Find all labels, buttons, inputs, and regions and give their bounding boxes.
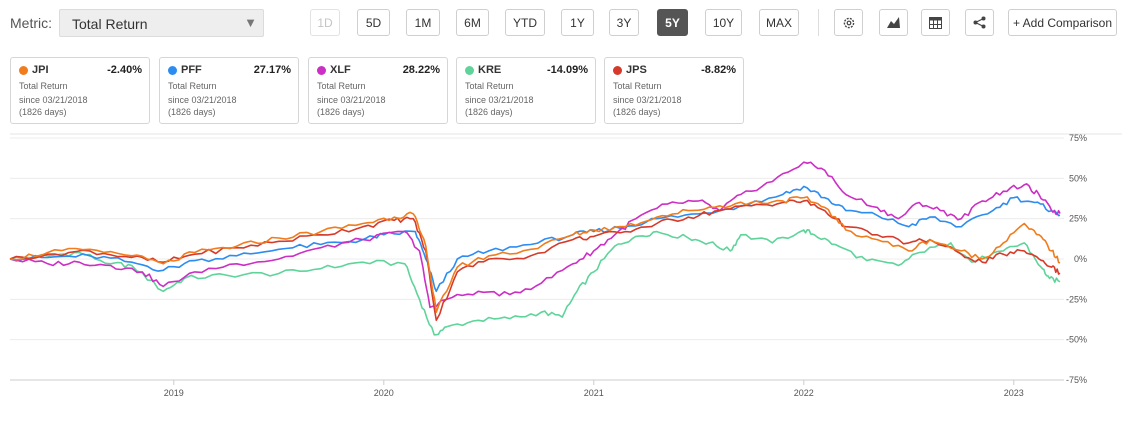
range-button-5y[interactable]: 5Y <box>657 9 688 36</box>
toolbar-separator <box>818 9 819 36</box>
ticker-metric: Total Return <box>317 81 366 91</box>
x-tick-label: 2020 <box>374 388 394 398</box>
ticker-since: since 03/21/2018 <box>168 95 237 105</box>
metric-label: Metric: <box>10 15 52 31</box>
range-button-5d[interactable]: 5D <box>357 9 390 36</box>
ticker-metric: Total Return <box>19 81 68 91</box>
range-button-1m[interactable]: 1M <box>406 9 440 36</box>
metric-select[interactable]: Total Return ▼ <box>59 9 264 37</box>
ticker-days: (1826 days) <box>613 107 661 117</box>
ticker-metric: Total Return <box>613 81 662 91</box>
range-button-max[interactable]: MAX <box>759 9 799 36</box>
series-line-jpi <box>9 196 1061 313</box>
range-button-6m[interactable]: 6M <box>456 9 489 36</box>
mountain-chart-button[interactable] <box>879 9 908 36</box>
series-color-dot <box>613 66 622 75</box>
series-color-dot <box>19 66 28 75</box>
share-button[interactable] <box>965 9 994 36</box>
series-color-dot <box>317 66 326 75</box>
x-tick-label: 2021 <box>584 388 604 398</box>
ticker-metric: Total Return <box>168 81 217 91</box>
add-comparison-button[interactable]: + Add Comparison <box>1008 9 1117 36</box>
ticker-symbol: JPI <box>32 64 49 76</box>
series-color-dot <box>168 66 177 75</box>
ticker-since: since 03/21/2018 <box>613 95 682 105</box>
ticker-change: 27.17% <box>253 64 291 76</box>
range-button-3y[interactable]: 3Y <box>609 9 639 36</box>
gear-icon <box>843 17 854 28</box>
caret-down-icon: ▼ <box>244 15 257 30</box>
table-icon <box>929 16 942 29</box>
table-button[interactable] <box>921 9 950 36</box>
x-tick-label: 2023 <box>1004 388 1024 398</box>
range-button-1y[interactable]: 1Y <box>561 9 594 36</box>
ticker-since: since 03/21/2018 <box>317 95 386 105</box>
ticker-symbol: KRE <box>478 64 502 76</box>
x-tick-label: 2022 <box>794 388 814 398</box>
x-tick-label: 2019 <box>164 388 184 398</box>
series-line-pff <box>9 185 1061 293</box>
settings-button[interactable] <box>834 9 863 36</box>
range-button-ytd[interactable]: YTD <box>505 9 545 36</box>
ticker-card-pff[interactable]: PFF 27.17% Total Return since 03/21/2018… <box>159 57 299 124</box>
mountain-chart-icon <box>887 17 900 28</box>
share-icon <box>973 16 986 29</box>
y-tick-label: 0% <box>1074 254 1087 264</box>
ticker-change: -8.82% <box>701 64 736 76</box>
ticker-symbol: PFF <box>181 64 202 76</box>
ticker-change: -14.09% <box>547 64 588 76</box>
ticker-symbol: XLF <box>330 64 351 76</box>
ticker-days: (1826 days) <box>168 107 216 117</box>
total-return-chart[interactable]: 75% 50% 25% 0% -25% -50% -75% 2019 2020 2021 2022 2… <box>0 128 1122 422</box>
series-line-jps <box>9 199 1061 322</box>
y-tick-label: -50% <box>1066 335 1087 345</box>
metric-select-value: Total Return <box>72 16 148 32</box>
ticker-days: (1826 days) <box>465 107 513 117</box>
ticker-card-jpi[interactable]: JPI -2.40% Total Return since 03/21/2018… <box>10 57 150 124</box>
range-button-10y[interactable]: 10Y <box>705 9 742 36</box>
y-tick-label: -25% <box>1066 294 1087 304</box>
ticker-symbol: JPS <box>626 64 647 76</box>
ticker-card-jps[interactable]: JPS -8.82% Total Return since 03/21/2018… <box>604 57 744 124</box>
ticker-card-kre[interactable]: KRE -14.09% Total Return since 03/21/201… <box>456 57 596 124</box>
range-button-1d[interactable]: 1D <box>310 9 340 36</box>
y-tick-label: 75% <box>1069 133 1087 143</box>
ticker-since: since 03/21/2018 <box>465 95 534 105</box>
ticker-card-xlf[interactable]: XLF 28.22% Total Return since 03/21/2018… <box>308 57 448 124</box>
ticker-metric: Total Return <box>465 81 514 91</box>
y-tick-label: 25% <box>1069 214 1087 224</box>
ticker-change: -2.40% <box>107 64 142 76</box>
ticker-since: since 03/21/2018 <box>19 95 88 105</box>
ticker-change: 28.22% <box>402 64 440 76</box>
series-color-dot <box>465 66 474 75</box>
y-tick-label: -75% <box>1066 375 1087 385</box>
series-line-kre <box>9 229 1061 336</box>
series-line-xlf <box>9 161 1061 309</box>
ticker-days: (1826 days) <box>317 107 365 117</box>
y-tick-label: 50% <box>1069 173 1087 183</box>
ticker-days: (1826 days) <box>19 107 67 117</box>
